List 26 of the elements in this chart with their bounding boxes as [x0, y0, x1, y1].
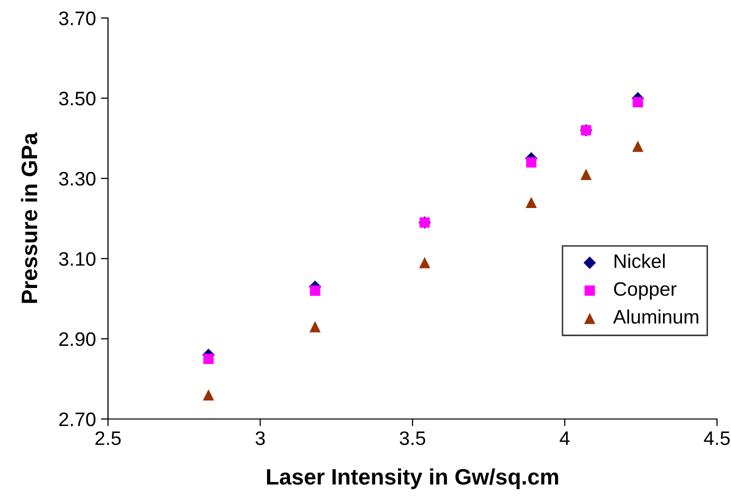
- y-tick-label: 2.90: [59, 332, 96, 346]
- point: [526, 157, 536, 168]
- x-tick-label: 4.5: [704, 432, 730, 446]
- point: [202, 389, 214, 401]
- point: [580, 168, 592, 180]
- point: [203, 354, 214, 364]
- x-tick-label: 3: [256, 431, 265, 446]
- legend-label: Nickel: [614, 254, 665, 268]
- x-tick-label: 4: [560, 432, 570, 445]
- y-tick-label: 3.10: [59, 252, 96, 266]
- y-axis-title: Pressure in GPa: [20, 132, 38, 303]
- y-tick-label: 3.30: [59, 172, 96, 186]
- x-tick-label: 3.5: [400, 431, 426, 446]
- x-tick-label: 2.5: [95, 431, 121, 446]
- y-tick-label: 2.70: [59, 412, 96, 426]
- point: [419, 257, 430, 268]
- y-tick-label: 3.70: [59, 11, 96, 26]
- point: [310, 286, 320, 296]
- point: [526, 196, 537, 208]
- point: [632, 140, 644, 152]
- legend-label: Aluminum: [613, 309, 698, 324]
- point: [309, 321, 321, 332]
- point: [632, 97, 643, 108]
- y-tick-label: 3.50: [59, 92, 96, 106]
- legend-label: Copper: [614, 282, 677, 300]
- x-axis-title: Laser Intensity in Gw/sq.cm: [267, 468, 558, 490]
